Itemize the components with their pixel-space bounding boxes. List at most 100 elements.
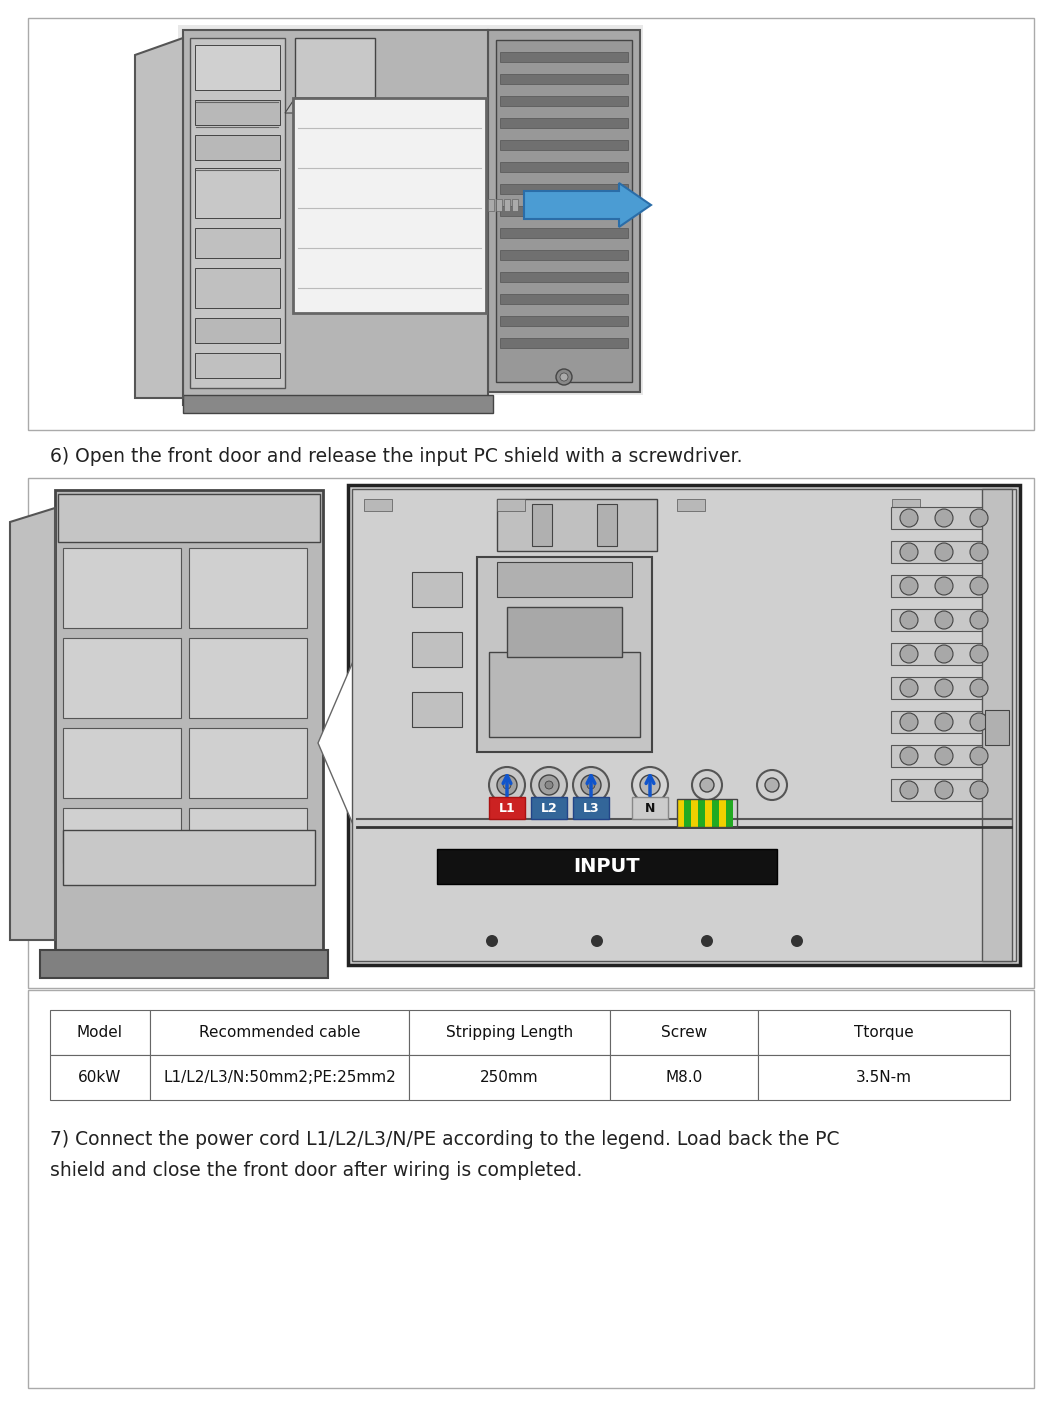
Bar <box>151 1009 409 1054</box>
Bar <box>507 607 622 658</box>
Bar <box>891 508 1001 529</box>
Bar <box>677 799 737 827</box>
Text: L3: L3 <box>583 802 599 815</box>
Circle shape <box>935 509 953 527</box>
Bar <box>352 489 1015 960</box>
Bar <box>500 95 628 107</box>
Circle shape <box>900 747 918 765</box>
Circle shape <box>900 578 918 594</box>
Circle shape <box>497 775 517 795</box>
Circle shape <box>970 509 988 527</box>
Polygon shape <box>285 98 385 114</box>
Bar <box>409 1009 610 1054</box>
Polygon shape <box>10 508 55 939</box>
Bar <box>504 199 510 210</box>
Circle shape <box>935 679 953 697</box>
Bar <box>496 199 502 210</box>
Circle shape <box>900 714 918 730</box>
Circle shape <box>935 578 953 594</box>
Bar <box>500 118 628 128</box>
Bar <box>28 478 1034 988</box>
Circle shape <box>900 645 918 663</box>
Text: N: N <box>644 802 655 815</box>
Circle shape <box>900 611 918 629</box>
Bar <box>28 18 1034 430</box>
Bar <box>40 951 328 979</box>
Bar <box>597 503 617 545</box>
Bar <box>195 318 280 343</box>
Bar <box>183 395 493 414</box>
Bar <box>412 632 462 667</box>
Bar <box>195 229 280 258</box>
Bar <box>195 353 280 379</box>
Text: 250mm: 250mm <box>480 1070 538 1085</box>
Bar <box>28 990 1034 1388</box>
Polygon shape <box>135 38 183 398</box>
Bar <box>500 338 628 348</box>
Circle shape <box>504 781 511 789</box>
Bar <box>610 1054 758 1101</box>
Bar <box>500 315 628 327</box>
Text: L2: L2 <box>541 802 558 815</box>
Bar <box>412 693 462 728</box>
Bar <box>500 140 628 150</box>
Bar <box>500 229 628 238</box>
Bar <box>531 796 567 819</box>
Bar <box>496 41 632 381</box>
Text: Screw: Screw <box>660 1025 707 1040</box>
Bar <box>712 799 719 827</box>
Circle shape <box>935 714 953 730</box>
Circle shape <box>591 935 603 946</box>
Text: 60kW: 60kW <box>78 1070 122 1085</box>
Bar <box>891 677 1001 700</box>
Bar <box>891 711 1001 733</box>
Text: L1/L2/L3/N:50mm2;PE:25mm2: L1/L2/L3/N:50mm2;PE:25mm2 <box>163 1070 395 1085</box>
Bar <box>610 1009 758 1054</box>
Bar <box>500 74 628 84</box>
Bar <box>348 485 1020 965</box>
Bar <box>500 250 628 259</box>
Circle shape <box>900 781 918 799</box>
Circle shape <box>531 767 567 803</box>
Bar <box>982 489 1012 960</box>
Bar <box>893 499 920 510</box>
Bar <box>195 168 280 217</box>
Bar <box>183 29 488 405</box>
Circle shape <box>970 679 988 697</box>
Circle shape <box>935 645 953 663</box>
Bar <box>178 25 643 395</box>
Bar <box>500 206 628 216</box>
Circle shape <box>970 714 988 730</box>
Circle shape <box>970 781 988 799</box>
Bar <box>63 728 181 798</box>
Bar <box>532 503 552 545</box>
Circle shape <box>581 775 601 795</box>
Circle shape <box>900 543 918 561</box>
Text: M8.0: M8.0 <box>666 1070 703 1085</box>
Bar <box>477 557 652 751</box>
Bar <box>985 709 1009 744</box>
Bar <box>632 796 668 819</box>
Bar <box>195 268 280 308</box>
Text: 7) Connect the power cord L1/L2/L3/N/PE according to the legend. Load back the P: 7) Connect the power cord L1/L2/L3/N/PE … <box>50 1130 840 1180</box>
Circle shape <box>970 747 988 765</box>
Bar <box>500 294 628 304</box>
Circle shape <box>556 369 572 386</box>
Text: L1: L1 <box>498 802 515 815</box>
Circle shape <box>573 767 610 803</box>
Bar <box>489 652 640 737</box>
Bar <box>497 499 657 551</box>
Bar <box>488 29 640 393</box>
Circle shape <box>545 781 553 789</box>
Circle shape <box>970 645 988 663</box>
Circle shape <box>485 935 498 946</box>
Text: Stripping Length: Stripping Length <box>446 1025 573 1040</box>
Circle shape <box>692 770 722 801</box>
Bar <box>55 491 323 951</box>
Text: 3.5N-m: 3.5N-m <box>856 1070 912 1085</box>
Bar <box>189 638 307 718</box>
Bar <box>50 1054 151 1101</box>
Circle shape <box>935 747 953 765</box>
Text: INPUT: INPUT <box>573 857 640 876</box>
Bar <box>677 799 684 827</box>
